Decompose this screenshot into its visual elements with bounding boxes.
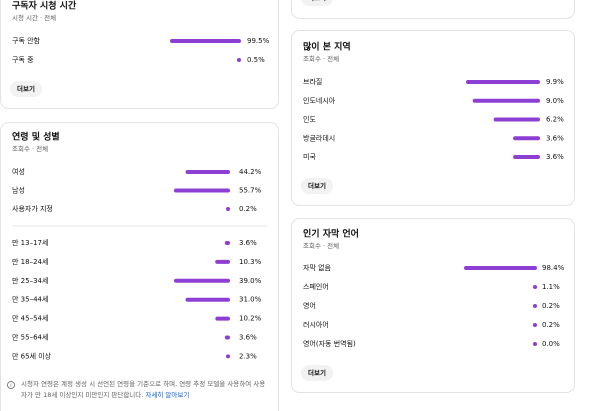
row-label: 사용자가 지정 [12, 204, 53, 213]
bar [533, 342, 537, 346]
bar [170, 39, 241, 43]
row-label: 자막 없음 [303, 263, 332, 272]
row-label: 구독 안함 [12, 36, 41, 45]
row-label: 영어 [303, 301, 316, 310]
value-label: 3.6% [546, 153, 564, 161]
bar [215, 316, 230, 321]
bar [493, 117, 540, 122]
more-button-label: 더보기 [308, 181, 326, 190]
card [291, 218, 575, 393]
value-label: 1.1% [542, 283, 560, 291]
value-label: 55.7% [239, 187, 262, 195]
bar [185, 297, 230, 302]
row-label: 여성 [12, 167, 25, 176]
bar [215, 259, 230, 264]
bar [174, 188, 230, 193]
card-subtitle: 조회수 · 전체 [12, 144, 48, 153]
bar [185, 170, 230, 174]
more-button[interactable] [10, 81, 42, 97]
more-button[interactable] [301, 365, 333, 381]
row-label: 만 13–17세 [12, 238, 48, 247]
bar [466, 80, 540, 84]
bar [464, 266, 537, 270]
more-button-label: 더보기 [308, 368, 326, 377]
value-label: 3.6% [546, 134, 564, 142]
row-label: 만 55–64세 [12, 333, 48, 342]
bar [237, 58, 241, 62]
value-label: 6.2% [546, 116, 564, 124]
card-title: 연령 및 성별 [12, 131, 60, 143]
card [0, 122, 279, 411]
card-subtitle: 시청 시간 · 전체 [12, 13, 56, 22]
more-button-label: 더보기 [17, 84, 35, 93]
note-link[interactable]: 자세히 알아보기 [145, 391, 190, 399]
card [0, 0, 279, 109]
bar [472, 98, 540, 103]
row-label: 인도네시아 [303, 96, 336, 105]
value-label: 39.0% [239, 277, 262, 285]
more-button[interactable] [301, 0, 333, 6]
row-label: 만 35–44세 [12, 295, 48, 304]
value-label: 0.5% [247, 56, 265, 64]
note-text: 시청자 연령은 계정 생성 시 선언된 연령을 기준으로 하며, 연령 추정 모… [21, 380, 266, 399]
note: 시청자 연령은 계정 생성 시 선언된 연령을 기준으로 하며, 연령 추정 모… [21, 379, 271, 401]
bar [224, 241, 230, 245]
bar [226, 354, 230, 359]
bar [513, 155, 540, 159]
value-label: 31.0% [239, 296, 262, 304]
row-label: 인도 [303, 115, 316, 124]
value-label: 44.2% [239, 168, 262, 176]
row-label: 만 25–34세 [12, 276, 48, 285]
value-label: 99.5% [247, 37, 270, 45]
value-label: 9.9% [546, 78, 564, 86]
value-label: 3.6% [239, 239, 257, 247]
card-title: 구독자 시청 시간 [12, 0, 77, 12]
value-label: 10.3% [239, 258, 262, 266]
row-label: 스페인어 [303, 282, 329, 291]
value-label: 0.2% [542, 302, 560, 310]
card-title: 많이 본 지역 [303, 41, 351, 53]
value-label: 3.6% [239, 334, 257, 342]
more-button[interactable] [301, 178, 333, 194]
card-title: 인기 자막 언어 [303, 228, 359, 240]
row-label: 미국 [303, 152, 316, 161]
row-label: 남성 [12, 186, 25, 195]
value-label: 2.3% [239, 352, 257, 360]
more-button-label: 더보기 [308, 0, 326, 2]
info-icon [7, 381, 15, 389]
value-label: 0.0% [542, 340, 560, 348]
row-label: 만 65세 이상 [12, 351, 52, 360]
row-label: 만 18–24세 [12, 257, 48, 266]
bar [533, 323, 537, 327]
value-label: 0.2% [542, 321, 560, 329]
row-label: 러시아어 [303, 320, 329, 329]
row-label: 구독 중 [12, 56, 34, 64]
card-subtitle: 조회수 · 전체 [303, 54, 339, 63]
bar [174, 278, 230, 283]
bar [513, 136, 540, 141]
value-label: 10.2% [239, 315, 262, 323]
card [291, 0, 575, 19]
row-label: 영어(자동 번역됨) [303, 339, 356, 348]
bar [533, 285, 537, 289]
value-label: 98.4% [542, 264, 565, 272]
bar [224, 335, 230, 340]
bar [226, 207, 230, 211]
info-icon-i: i [10, 383, 11, 389]
row-label: 브라질 [303, 77, 322, 86]
row-label: 만 45–54세 [12, 314, 48, 323]
card [291, 30, 575, 206]
row-label: 방글라데시 [303, 133, 335, 142]
card-subtitle: 조회수 · 전체 [303, 241, 339, 250]
note-box: 시청자 연령은 계정 생성 시 선언된 연령을 기준으로 하며, 연령 추정 모… [21, 379, 271, 401]
value-label: 9.0% [546, 97, 564, 105]
bar [533, 304, 537, 308]
value-label: 0.2% [239, 205, 257, 213]
